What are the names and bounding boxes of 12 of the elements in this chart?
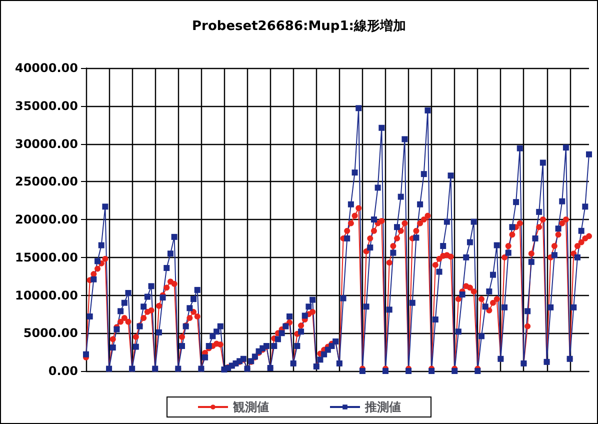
y-tick-label: 40000.00	[14, 61, 78, 75]
legend-label: 観測値	[232, 400, 269, 414]
y-tick-label: 5000.00	[23, 326, 78, 340]
chart-title: Probeset26686:Mup1:線形増加	[192, 18, 406, 34]
y-tick-label: 15000.00	[14, 250, 78, 264]
legend-label: 推測値	[364, 400, 401, 414]
y-tick-label: 25000.00	[14, 174, 78, 189]
y-tick-label: 10000.00	[14, 288, 78, 302]
y-tick-label: 0.00	[48, 364, 78, 378]
y-tick-label: 35000.00	[14, 98, 78, 113]
y-tick-label: 30000.00	[14, 136, 78, 151]
y-tick-label: 20000.00	[14, 212, 78, 226]
